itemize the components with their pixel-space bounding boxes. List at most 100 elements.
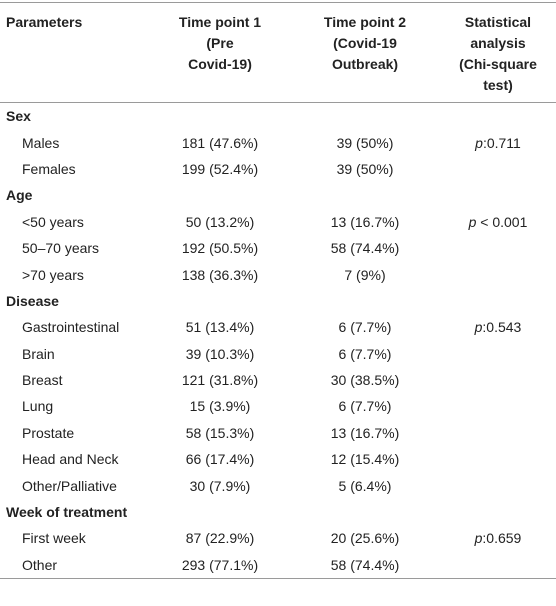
section-title: Sex bbox=[6, 108, 31, 125]
p-symbol: p bbox=[475, 134, 483, 151]
row-label: Gastrointestinal bbox=[22, 319, 120, 336]
value-cell: 51 (13.4%) bbox=[185, 319, 255, 336]
header-line: (Pre bbox=[206, 35, 234, 51]
stat-cell bbox=[440, 367, 556, 393]
value-cell: 293 (77.1%) bbox=[181, 556, 259, 573]
row-label: <50 years bbox=[22, 213, 84, 230]
p-symbol: p bbox=[474, 319, 483, 336]
value-cell: 50 (13.2%) bbox=[185, 213, 255, 230]
stat-cell bbox=[440, 341, 556, 367]
value-cell: 58 (15.3%) bbox=[185, 424, 255, 441]
header-row: Parameters Time point 1 (Pre Covid-19) Time … bbox=[0, 2, 556, 103]
value-cell: 20 (25.6%) bbox=[330, 530, 400, 547]
stat-cell: p < 0.001 bbox=[440, 209, 556, 235]
stat-cell: p:0.659 bbox=[440, 525, 556, 551]
section-title: Age bbox=[6, 187, 33, 204]
row-label: Prostate bbox=[22, 424, 75, 441]
header-line: analysis bbox=[470, 35, 526, 51]
data-row: <50 years 50 (13.2%) 13 (16.7%) p < 0.001 bbox=[0, 209, 556, 235]
header-line: Parameters bbox=[6, 14, 83, 30]
data-row: First week 87 (22.9%) 20 (25.6%) p:0.659 bbox=[0, 525, 556, 551]
header-line: test) bbox=[483, 77, 513, 93]
section-row: Age bbox=[0, 182, 556, 208]
p-value: :0.711 bbox=[482, 134, 521, 151]
data-row: >70 years 138 (36.3%) 7 (9%) bbox=[0, 261, 556, 287]
section-row: Sex bbox=[0, 103, 556, 130]
p-value: < 0.001 bbox=[476, 213, 528, 230]
value-cell: 6 (7.7%) bbox=[338, 398, 392, 415]
data-row: Prostate 58 (15.3%) 13 (16.7%) bbox=[0, 420, 556, 446]
row-label: Head and Neck bbox=[22, 451, 119, 468]
value-cell: 121 (31.8%) bbox=[181, 372, 259, 389]
stat-cell bbox=[440, 420, 556, 446]
row-label: 50–70 years bbox=[22, 240, 100, 257]
stat-cell: p:0.711 bbox=[440, 129, 556, 155]
value-cell: 12 (15.4%) bbox=[330, 451, 400, 468]
value-cell: 192 (50.5%) bbox=[181, 240, 259, 257]
header-line: Statistical bbox=[464, 14, 532, 30]
stat-cell bbox=[440, 156, 556, 182]
stat-cell bbox=[440, 235, 556, 261]
row-label: >70 years bbox=[22, 266, 84, 283]
header-cell: Time point 2 (Covid-19 Outbreak) bbox=[290, 2, 440, 103]
stat-cell: p:0.543 bbox=[440, 314, 556, 340]
row-label: Males bbox=[22, 134, 60, 151]
value-cell: 58 (74.4%) bbox=[330, 556, 400, 573]
header-line: Time point 1 bbox=[178, 14, 262, 30]
row-label: Other/Palliative bbox=[22, 477, 117, 494]
value-cell: 13 (16.7%) bbox=[330, 213, 400, 230]
value-cell: 30 (38.5%) bbox=[330, 372, 400, 389]
value-cell: 7 (9%) bbox=[344, 266, 386, 283]
section-row: Disease bbox=[0, 288, 556, 314]
value-cell: 6 (7.7%) bbox=[338, 345, 392, 362]
value-cell: 30 (7.9%) bbox=[189, 477, 251, 494]
value-cell: 6 (7.7%) bbox=[338, 319, 392, 336]
data-row: Lung 15 (3.9%) 6 (7.7%) bbox=[0, 393, 556, 419]
section-title: Disease bbox=[6, 292, 59, 309]
value-cell: 39 (10.3%) bbox=[185, 345, 255, 362]
stat-cell bbox=[440, 261, 556, 287]
row-label: First week bbox=[22, 530, 86, 547]
data-row: Breast 121 (31.8%) 30 (38.5%) bbox=[0, 367, 556, 393]
header-line: (Chi-square bbox=[459, 56, 537, 72]
data-table: Parameters Time point 1 (Pre Covid-19) Time … bbox=[0, 2, 556, 580]
value-cell: 39 (50%) bbox=[336, 160, 394, 177]
p-value: :0.543 bbox=[482, 319, 522, 336]
header-cell: Parameters bbox=[0, 2, 150, 103]
p-symbol: p bbox=[468, 213, 477, 230]
value-cell: 5 (6.4%) bbox=[338, 477, 392, 494]
value-cell: 66 (17.4%) bbox=[185, 451, 255, 468]
header-line: (Covid-19 bbox=[333, 35, 397, 51]
data-row: Brain 39 (10.3%) 6 (7.7%) bbox=[0, 341, 556, 367]
data-row: 50–70 years 192 (50.5%) 58 (74.4%) bbox=[0, 235, 556, 261]
data-row: Males 181 (47.6%) 39 (50%) p:0.711 bbox=[0, 129, 556, 155]
data-row: Other/Palliative 30 (7.9%) 5 (6.4%) bbox=[0, 472, 556, 498]
row-label: Brain bbox=[22, 345, 55, 362]
header-cell: Time point 1 (Pre Covid-19) bbox=[150, 2, 290, 103]
stat-cell bbox=[440, 472, 556, 498]
data-row: Gastrointestinal 51 (13.4%) 6 (7.7%) p:0.54… bbox=[0, 314, 556, 340]
header-line: Time point 2 bbox=[323, 14, 407, 30]
row-label: Lung bbox=[22, 398, 54, 415]
value-cell: 181 (47.6%) bbox=[181, 134, 259, 151]
data-row: Other 293 (77.1%) 58 (74.4%) bbox=[0, 552, 556, 579]
section-title: Week of treatment bbox=[6, 504, 128, 521]
stat-cell bbox=[440, 393, 556, 419]
row-label: Other bbox=[22, 556, 58, 573]
header-line: Outbreak) bbox=[331, 56, 399, 72]
stat-cell bbox=[440, 446, 556, 472]
stat-cell bbox=[440, 552, 556, 579]
value-cell: 138 (36.3%) bbox=[181, 266, 259, 283]
value-cell: 87 (22.9%) bbox=[185, 530, 255, 547]
p-value: :0.659 bbox=[482, 530, 522, 547]
row-label: Females bbox=[22, 160, 76, 177]
row-label: Breast bbox=[22, 372, 63, 389]
data-row: Head and Neck 66 (17.4%) 12 (15.4%) bbox=[0, 446, 556, 472]
value-cell: 39 (50%) bbox=[336, 134, 394, 151]
header-cell: Statistical analysis (Chi-square test) bbox=[440, 2, 556, 103]
header-line: Covid-19) bbox=[188, 56, 252, 72]
section-row: Week of treatment bbox=[0, 499, 556, 525]
value-cell: 58 (74.4%) bbox=[330, 240, 400, 257]
table-body: Sex Males 181 (47.6%) 39 (50%) p:0.711 Female… bbox=[0, 103, 556, 579]
